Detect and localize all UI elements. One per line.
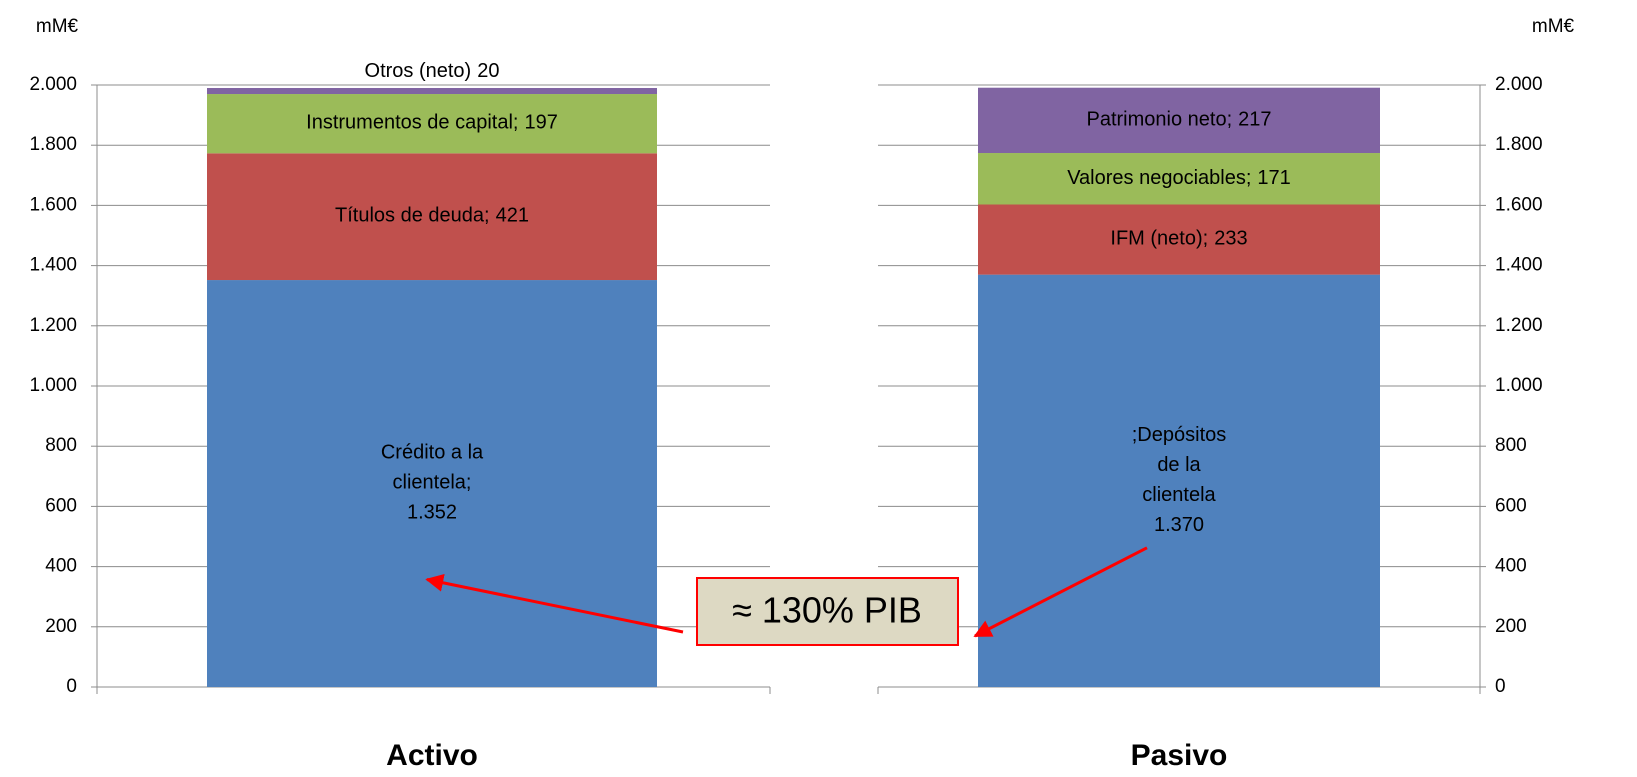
y-tick-label: 1.000 <box>1495 375 1543 396</box>
data-label-line: clientela; <box>393 472 472 494</box>
data-label: Patrimonio neto; 217 <box>1086 109 1271 131</box>
data-label-value: 421 <box>496 205 529 227</box>
data-label-value: 1.370 <box>1154 514 1204 536</box>
y-tick-label: 200 <box>45 616 77 637</box>
bar-segment <box>978 87 1380 154</box>
data-label-value: 171 <box>1257 167 1290 189</box>
y-tick-label: 600 <box>45 495 77 516</box>
data-label-part: Títulos de deuda <box>335 205 485 227</box>
data-label-part: Otros (neto) <box>365 60 472 82</box>
data-label: Instrumentos de capital; 197 <box>306 112 558 134</box>
y-tick-label: 600 <box>1495 495 1527 516</box>
y-tick-label: 400 <box>45 556 77 577</box>
bar-segment <box>207 153 657 281</box>
y-tick-label: 1.400 <box>29 255 77 276</box>
data-label-line: ;Depósitos <box>1132 424 1227 446</box>
data-label: IFM (neto); 233 <box>1110 228 1247 250</box>
x-tick-label: Pasivo <box>1131 739 1228 772</box>
data-label-line: Crédito a la <box>381 442 484 464</box>
y-tick-label: 1.200 <box>1495 315 1543 336</box>
y-tick-label: 1.400 <box>1495 255 1543 276</box>
data-label: Títulos de deuda; 421 <box>335 205 529 227</box>
data-label-line: de la <box>1157 454 1201 476</box>
bar-segment <box>978 204 1380 275</box>
y-tick-label: 1.800 <box>29 134 77 155</box>
data-label-part: ; <box>1203 228 1209 250</box>
bar-segment <box>207 88 657 95</box>
data-label: Crédito a la clientela; 1.352 <box>381 442 484 524</box>
y-tick-label: 2.000 <box>1495 74 1543 95</box>
arrow <box>425 573 684 634</box>
axis-unit: mM€ <box>36 16 79 37</box>
data-label-part: ; <box>1227 109 1233 131</box>
data-label: Otros (neto) 20 <box>365 60 500 82</box>
bar-segment <box>978 153 1380 205</box>
data-label-part: Patrimonio neto <box>1086 109 1226 131</box>
y-tick-label: 0 <box>66 676 77 697</box>
y-tick-label: 1.600 <box>29 194 77 215</box>
y-tick-label: 200 <box>1495 616 1527 637</box>
annotation-text: ≈ 130% PIB <box>732 590 922 631</box>
y-tick-label: 1.600 <box>1495 194 1543 215</box>
bar-segment <box>978 274 1380 687</box>
annotation-box <box>696 577 959 646</box>
data-label-value: 197 <box>524 112 557 134</box>
bar-segment <box>207 94 657 154</box>
data-label-part: ; <box>513 112 519 134</box>
y-tick-label: 400 <box>1495 556 1527 577</box>
axis-unit: mM€ <box>1532 16 1575 37</box>
arrow <box>973 546 1148 638</box>
x-tick-label: Activo <box>386 739 478 772</box>
y-tick-label: 800 <box>45 435 77 456</box>
data-label-value: 1.352 <box>407 502 457 524</box>
data-label: Valores negociables; 171 <box>1067 167 1291 189</box>
data-label: ;Depósitos de la clientela 1.370 <box>1132 424 1227 536</box>
y-tick-label: 800 <box>1495 435 1527 456</box>
y-tick-label: 1.000 <box>29 375 77 396</box>
bar-segment <box>207 280 657 687</box>
data-label-value: 20 <box>477 60 499 82</box>
y-tick-label: 1.200 <box>29 315 77 336</box>
data-label-value: 217 <box>1238 109 1271 131</box>
y-tick-label: 1.800 <box>1495 134 1543 155</box>
data-label-part: IFM (neto) <box>1110 228 1202 250</box>
y-tick-label: 0 <box>1495 676 1506 697</box>
data-label-part: ; <box>1246 167 1252 189</box>
y-tick-label: 2.000 <box>29 74 77 95</box>
data-label-part: Instrumentos de capital <box>306 112 513 134</box>
data-label-value: 233 <box>1214 228 1247 250</box>
data-label-part: Valores negociables <box>1067 167 1246 189</box>
data-label-line: clientela <box>1142 484 1216 506</box>
data-label-part: ; <box>484 205 490 227</box>
